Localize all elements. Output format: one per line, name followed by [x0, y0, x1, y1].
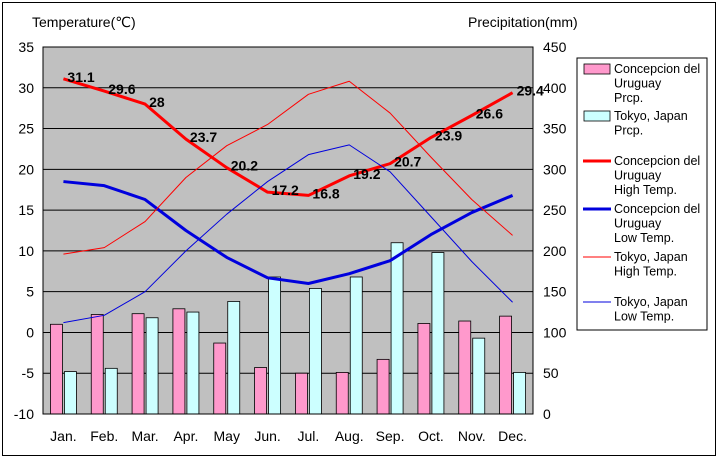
right-tick-label: 0: [543, 406, 551, 422]
precip-bar: [417, 323, 431, 415]
precip-bar: [458, 320, 472, 415]
left-tick-label: 30: [18, 80, 34, 96]
x-tick-label: Aug.: [335, 428, 364, 444]
data-label: 19.2: [353, 166, 380, 182]
precip-bar: [513, 372, 526, 415]
precip-bar: [172, 308, 186, 415]
data-label: 20.7: [394, 154, 421, 170]
left-tick-label: -5: [22, 365, 35, 381]
precip-bar: [131, 313, 145, 415]
legend-label: Uruguay: [614, 217, 662, 231]
legend-label: Tokyo, Japan: [614, 295, 688, 309]
left-tick-label: -10: [14, 406, 34, 422]
data-label: 29.4: [517, 83, 544, 99]
precip-bar: [309, 288, 322, 415]
legend-label: Concepcion del: [614, 62, 700, 76]
left-tick-label: 35: [18, 39, 34, 55]
legend-label: Prcp.: [614, 91, 643, 105]
precip-bar: [499, 315, 512, 415]
data-label: 26.6: [476, 106, 503, 122]
legend-label: Uruguay: [614, 169, 662, 183]
right-tick-label: 100: [543, 324, 567, 340]
precip-bar: [104, 367, 118, 415]
temp-line: [63, 180, 514, 286]
precip-bar: [335, 372, 349, 415]
precip-bar: [349, 276, 363, 415]
chart-frame: [2, 2, 716, 456]
precip-bar: [254, 367, 267, 415]
plot-border: [42, 46, 534, 415]
x-tick-label: Oct.: [418, 428, 444, 444]
precip-bar: [227, 301, 241, 415]
left-tick-label: 20: [18, 161, 34, 177]
precip-bar: [295, 372, 308, 415]
legend-label: High Temp.: [614, 265, 677, 279]
x-tick-label: May: [214, 428, 240, 444]
right-tick-label: 200: [543, 243, 567, 259]
data-label: 28: [149, 94, 165, 110]
precip-bar: [472, 337, 486, 415]
x-tick-label: Apr.: [173, 428, 198, 444]
precip-bar: [213, 342, 227, 415]
legend-swatch: [583, 110, 611, 122]
right-tick-label: 350: [543, 121, 567, 137]
right-tick-label: 300: [543, 161, 567, 177]
legend-label: Prcp.: [614, 124, 643, 138]
right-tick-label: 450: [543, 39, 567, 55]
precip-bar: [431, 252, 445, 415]
precip-bar: [145, 317, 159, 415]
x-tick-label: Jul.: [298, 428, 320, 444]
precip-bar: [64, 371, 77, 415]
legend-label: Uruguay: [614, 77, 662, 91]
right-tick-label: 400: [543, 80, 567, 96]
data-label: 23.7: [190, 129, 217, 145]
legend-label: Low Temp.: [614, 310, 674, 324]
data-label: 16.8: [312, 185, 339, 201]
legend-box: [576, 57, 708, 331]
data-label: 17.2: [272, 182, 299, 198]
temp-line: [63, 80, 513, 255]
data-label: 29.6: [108, 81, 135, 97]
x-tick-label: Mar.: [131, 428, 158, 444]
right-tick-label: 150: [543, 284, 567, 300]
left-tick-label: 0: [26, 324, 34, 340]
precip-bar: [90, 314, 104, 415]
precip-bar: [186, 311, 200, 415]
right-tick-label: 50: [543, 365, 559, 381]
legend-label: Concepcion del: [614, 202, 700, 216]
left-tick-label: 10: [18, 243, 34, 259]
left-tick-label: 25: [18, 121, 34, 137]
legend-label: Tokyo, Japan: [614, 250, 688, 264]
left-axis-title: Temperature(℃): [32, 14, 136, 30]
x-tick-label: Jan.: [50, 428, 76, 444]
x-tick-label: Dec.: [498, 428, 527, 444]
data-label: 23.9: [435, 128, 462, 144]
legend-label: Low Temp.: [614, 231, 674, 245]
precip-bar: [50, 323, 63, 415]
right-tick-label: 250: [543, 202, 567, 218]
plot-background: [43, 47, 533, 414]
x-tick-label: Sep.: [376, 428, 405, 444]
x-tick-label: Jun.: [254, 428, 280, 444]
legend-label: Tokyo, Japan: [614, 109, 688, 123]
left-tick-label: 5: [26, 284, 34, 300]
temp-line: [63, 144, 513, 324]
precip-bar: [390, 242, 404, 415]
right-axis-title: Precipitation(mm): [468, 14, 578, 30]
data-label: 20.2: [231, 158, 258, 174]
legend-label: High Temp.: [614, 183, 677, 197]
precip-bar: [376, 358, 390, 415]
legend-label: Concepcion del: [614, 154, 700, 168]
x-tick-label: Feb.: [90, 428, 118, 444]
left-tick-label: 15: [18, 202, 34, 218]
legend-swatch: [583, 63, 611, 75]
x-tick-label: Nov.: [458, 428, 486, 444]
precip-bar: [268, 276, 281, 415]
data-label: 31.1: [67, 69, 94, 85]
temp-line: [62, 77, 514, 197]
